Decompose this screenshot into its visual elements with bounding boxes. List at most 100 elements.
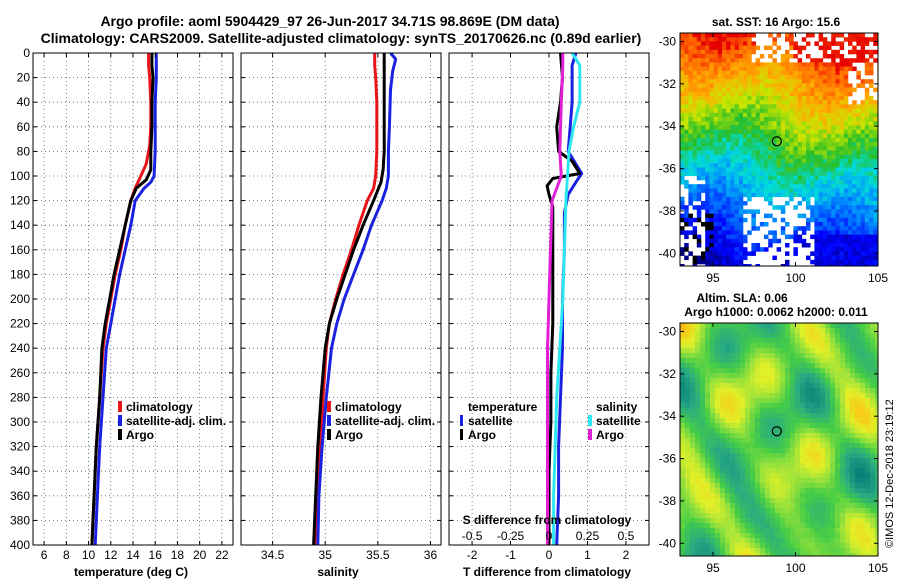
map-cell (831, 91, 836, 97)
map-cell (713, 171, 719, 177)
map-cell (740, 368, 746, 374)
map-cell (869, 121, 874, 126)
map-cell (830, 323, 836, 329)
map-cell (688, 146, 693, 151)
map-cell (780, 518, 786, 524)
map-cell (865, 363, 871, 369)
map-cell (735, 378, 741, 384)
map-cell (696, 79, 702, 84)
map-cell (790, 538, 796, 544)
map-cell (740, 498, 746, 504)
series-climatology (313, 53, 379, 545)
map-cell (715, 513, 721, 519)
map-cell (700, 423, 706, 429)
map-cell (743, 37, 748, 42)
map-cell (726, 180, 731, 185)
map-cell (839, 79, 845, 84)
map-cell (820, 413, 826, 419)
map-cell (720, 458, 726, 464)
map-cell (845, 508, 851, 514)
map-cell (696, 138, 702, 143)
map-cell (840, 438, 846, 444)
map-cell (865, 323, 871, 329)
map-cell (765, 458, 771, 464)
map-cell (759, 163, 765, 168)
map-cell (790, 353, 796, 359)
map-cell (768, 238, 773, 244)
map-cell (695, 413, 701, 419)
map-cell (713, 91, 719, 97)
map-cell (869, 226, 874, 231)
map-cell (755, 523, 761, 529)
map-cell (735, 468, 741, 474)
map-cell (725, 533, 731, 539)
map-cell (680, 45, 685, 51)
map-cell (713, 154, 719, 160)
map-cell (835, 428, 841, 434)
map-cell (852, 217, 857, 223)
map-cell (680, 403, 686, 409)
map-cell (835, 553, 841, 556)
map-cell (870, 368, 876, 374)
map-cell (800, 368, 806, 374)
map-cell (790, 338, 796, 344)
map-cell (722, 163, 727, 168)
map-cell (864, 100, 870, 105)
map-cell (705, 171, 710, 177)
map-cell (747, 66, 752, 72)
map-cell (810, 150, 815, 156)
sst-map-title: sat. SST: 16 Argo: 15.6 (712, 15, 841, 29)
map-cell (820, 408, 826, 414)
legend-label-salinity-argo: Argo (596, 428, 624, 442)
map-cell (745, 378, 751, 384)
map-cell (795, 543, 801, 549)
map-cell (684, 79, 689, 84)
map-cell (827, 146, 832, 151)
map-cell (680, 453, 686, 459)
map-cell (790, 473, 796, 479)
map-cell (843, 180, 849, 185)
map-cell (680, 548, 686, 554)
map-cell (701, 175, 706, 181)
map-cell (775, 323, 781, 329)
map-cell (835, 129, 840, 135)
map-cell (710, 438, 716, 444)
map-cell (818, 125, 824, 130)
map-cell (800, 503, 806, 509)
map-cell (848, 226, 853, 231)
map-cell (726, 49, 731, 55)
map-cell (730, 217, 735, 223)
map-cell (692, 150, 698, 156)
map-cell (860, 154, 866, 160)
map-cell (684, 230, 689, 235)
map-cell (770, 413, 776, 419)
map-cell (835, 373, 841, 379)
map-cell (789, 70, 794, 76)
map-cell (705, 163, 710, 168)
map-cell (726, 108, 731, 114)
map-cell (835, 167, 840, 172)
map-cell (815, 503, 821, 509)
map-cell (726, 54, 731, 59)
map-cell (730, 443, 736, 449)
map-cell (835, 259, 840, 265)
map-cell (875, 553, 878, 556)
map-cell (820, 508, 826, 514)
map-cell (820, 423, 826, 429)
map-cell (696, 259, 702, 265)
map-cell (755, 159, 761, 164)
map-cell (745, 483, 751, 489)
imos-credit: ©IMOS 12-Dec-2018 23:19:12 (884, 399, 896, 548)
map-cell (751, 217, 756, 223)
map-cell (800, 373, 806, 379)
map-cell (845, 503, 851, 509)
map-cell (827, 264, 832, 266)
map-cell (800, 493, 806, 499)
map-cell (869, 129, 874, 135)
map-cell (801, 117, 807, 122)
map-cell (831, 70, 836, 76)
map-cell (755, 488, 761, 494)
map-cell (740, 378, 746, 384)
map-cell (850, 458, 856, 464)
map-cell (709, 230, 714, 235)
